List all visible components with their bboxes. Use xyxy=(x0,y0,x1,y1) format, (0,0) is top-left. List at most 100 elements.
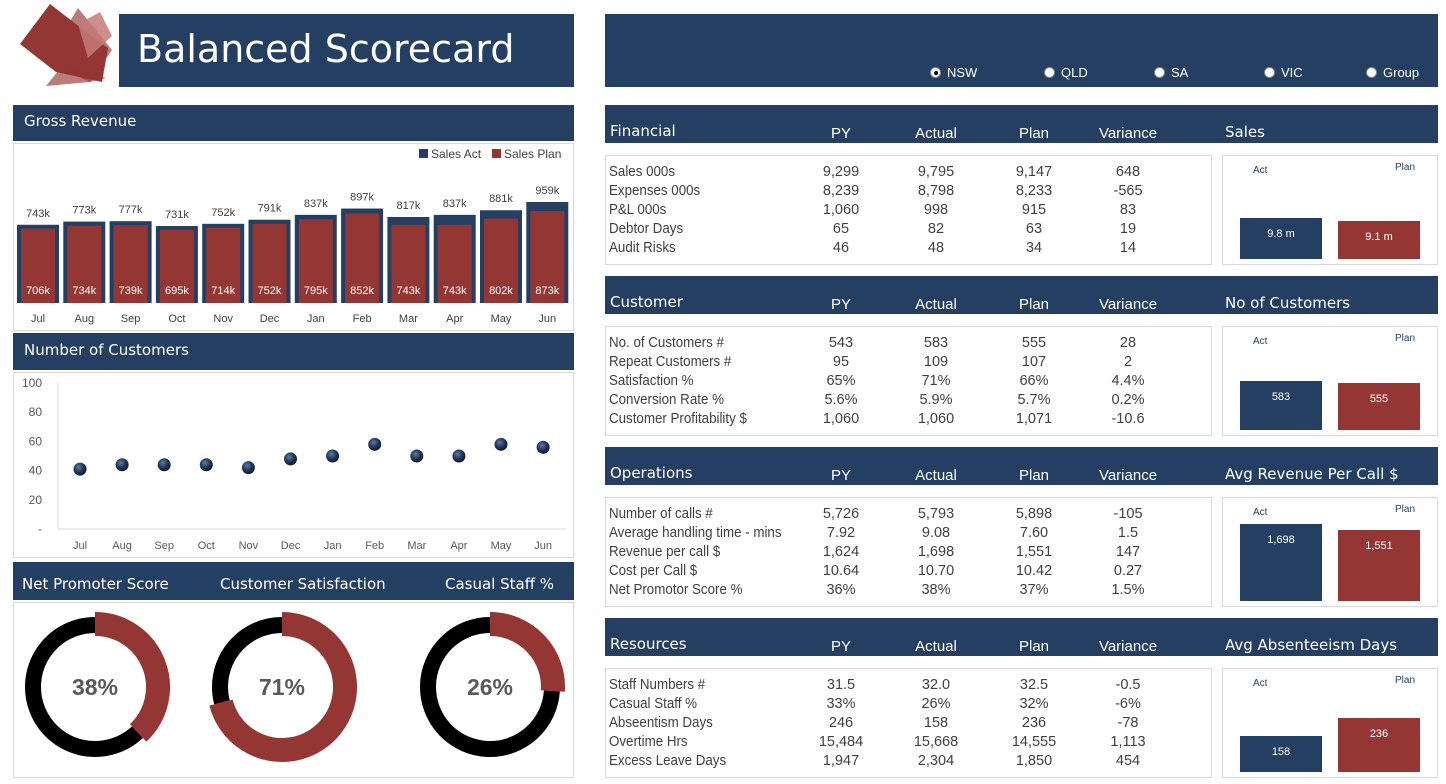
section-table: Number of calls # 5,726 5,793 5,898 -105 Aver… xyxy=(605,497,1212,607)
radio-label: SA xyxy=(1171,65,1189,80)
row-label: P&L 000s xyxy=(609,202,667,218)
cell-plan: 5,898 xyxy=(1015,506,1053,522)
legend-label-act: Sales Act xyxy=(431,147,482,161)
cell-actual: 8,798 xyxy=(917,183,955,199)
scatter-point xyxy=(536,440,550,454)
section-title: Operations xyxy=(610,464,693,482)
x-tick-label: Dec xyxy=(281,540,301,552)
page-title: Balanced Scorecard xyxy=(137,27,515,71)
mini-bar-plan: 9.1 m xyxy=(1338,220,1420,259)
cell-py: 46 xyxy=(832,240,850,256)
column-header-variance: Variance xyxy=(1098,638,1158,655)
cell-plan: 555 xyxy=(1021,335,1047,351)
gross-revenue-chart-box: Sales Act Sales Plan 743k 706k Jul 773k 734k Au… xyxy=(13,143,574,331)
cell-variance: -565 xyxy=(1113,183,1143,199)
scatter-point xyxy=(241,461,255,475)
x-tick-label: Jun xyxy=(534,540,552,552)
row-label: Abseentism Days xyxy=(609,715,713,731)
row-label: Excess Leave Days xyxy=(609,753,727,769)
region-radio-sa[interactable]: SA xyxy=(1154,65,1188,80)
section-header-financial: Financial PY Actual Plan Variance Sales xyxy=(605,105,1438,143)
cell-actual: 1,060 xyxy=(917,411,955,427)
mini-chart-box: Act Plan 9.8 m 9.1 m xyxy=(1222,155,1438,265)
region-radio-group[interactable]: Group xyxy=(1366,65,1419,80)
data-label-plan: 743k xyxy=(396,285,420,297)
mini-plan-label: Plan xyxy=(1395,675,1416,686)
x-tick-label: May xyxy=(491,540,512,552)
column-header-plan: Plan xyxy=(1018,296,1050,313)
casual-title: Casual Staff % xyxy=(445,575,555,593)
cell-py: 95 xyxy=(832,354,850,370)
mini-chart-title: Avg Absenteeism Days xyxy=(1225,636,1398,654)
cell-plan: 1,850 xyxy=(1015,753,1053,769)
data-label-plan: 852k xyxy=(350,285,374,297)
mini-act-label: Act xyxy=(1253,678,1268,689)
title-banner: Balanced Scorecard xyxy=(119,14,574,87)
cell-plan: 1,551 xyxy=(1015,544,1053,560)
cell-py: 15,484 xyxy=(818,734,864,750)
mini-bar-act: 1,698 xyxy=(1240,523,1322,601)
x-tick-label: Apr xyxy=(450,540,467,552)
cell-variance: 4.4% xyxy=(1111,373,1145,389)
x-tick-label: Feb xyxy=(353,313,372,325)
cell-py: 36% xyxy=(826,582,856,598)
cell-plan: 1,071 xyxy=(1015,411,1053,427)
cell-plan: 7.60 xyxy=(1019,525,1049,541)
cell-plan: 107 xyxy=(1021,354,1047,370)
mini-bar-plan: 555 xyxy=(1338,383,1420,430)
data-label-act: 773k xyxy=(72,205,96,217)
data-label-act: 791k xyxy=(258,203,282,215)
cell-variance: -10.6 xyxy=(1111,411,1145,427)
donut-remainder-arc xyxy=(420,617,560,757)
cell-variance: 14 xyxy=(1119,240,1137,256)
row-label: Casual Staff % xyxy=(609,696,698,712)
column-header-plan: Plan xyxy=(1018,125,1050,142)
cell-plan: 10.42 xyxy=(1015,563,1053,579)
row-label: Repeat Customers # xyxy=(609,354,732,370)
gross-revenue-header: Gross Revenue xyxy=(13,105,574,141)
cell-variance: 2 xyxy=(1123,354,1133,370)
column-header-actual: Actual xyxy=(915,638,957,655)
cell-plan: 32% xyxy=(1019,696,1049,712)
cell-py: 543 xyxy=(828,335,854,351)
bar-sales-plan xyxy=(252,223,287,303)
radio-button-icon[interactable] xyxy=(1154,67,1165,78)
data-label-plan: 743k xyxy=(443,285,467,297)
column-header-py: PY xyxy=(830,467,851,484)
cell-py: 1,624 xyxy=(822,544,860,560)
mini-bar-act: 158 xyxy=(1240,735,1322,772)
column-header-py: PY xyxy=(830,125,851,142)
y-tick-label: 100 xyxy=(22,376,42,390)
column-header-variance: Variance xyxy=(1098,296,1158,313)
cell-variance: 454 xyxy=(1115,753,1141,769)
bar-sales-plan xyxy=(437,224,472,303)
logo-icon xyxy=(20,4,112,86)
scatter-point xyxy=(494,437,508,451)
region-radio-qld[interactable]: QLD xyxy=(1044,65,1088,80)
cell-actual: 82 xyxy=(927,221,945,237)
customers-header: Number of Customers xyxy=(13,333,574,370)
cell-variance: 28 xyxy=(1119,335,1137,351)
cell-actual: 2,304 xyxy=(917,753,955,769)
satisfaction-title: Customer Satisfaction xyxy=(220,575,386,593)
radio-button-icon[interactable] xyxy=(1044,67,1055,78)
cell-variance: -6% xyxy=(1115,696,1141,712)
data-label-act: 837k xyxy=(443,198,467,210)
region-radio-vic[interactable]: VIC xyxy=(1264,65,1303,80)
mini-chart-box: Act Plan 1,698 1,551 xyxy=(1222,497,1438,607)
radio-button-icon[interactable] xyxy=(1366,67,1377,78)
x-tick-label: Jan xyxy=(307,313,325,325)
chart-legend: Sales Act Sales Plan xyxy=(419,147,561,161)
cell-plan: 34 xyxy=(1025,240,1043,256)
radio-button-icon[interactable] xyxy=(930,67,941,78)
y-tick-label: 80 xyxy=(29,405,43,419)
section-header-customer: Customer PY Actual Plan Variance No of Custom… xyxy=(605,276,1438,314)
region-radio-nsw[interactable]: NSW xyxy=(930,65,977,80)
row-label: Sales 000s xyxy=(609,164,676,180)
row-label: Cost per Call $ xyxy=(609,563,698,579)
mini-chart-title: Avg Revenue Per Call $ xyxy=(1225,465,1399,483)
cell-variance: 1.5 xyxy=(1117,525,1139,541)
section-title: Customer xyxy=(610,293,683,311)
donut-value-label: 26% xyxy=(467,674,513,700)
radio-button-icon[interactable] xyxy=(1264,67,1275,78)
